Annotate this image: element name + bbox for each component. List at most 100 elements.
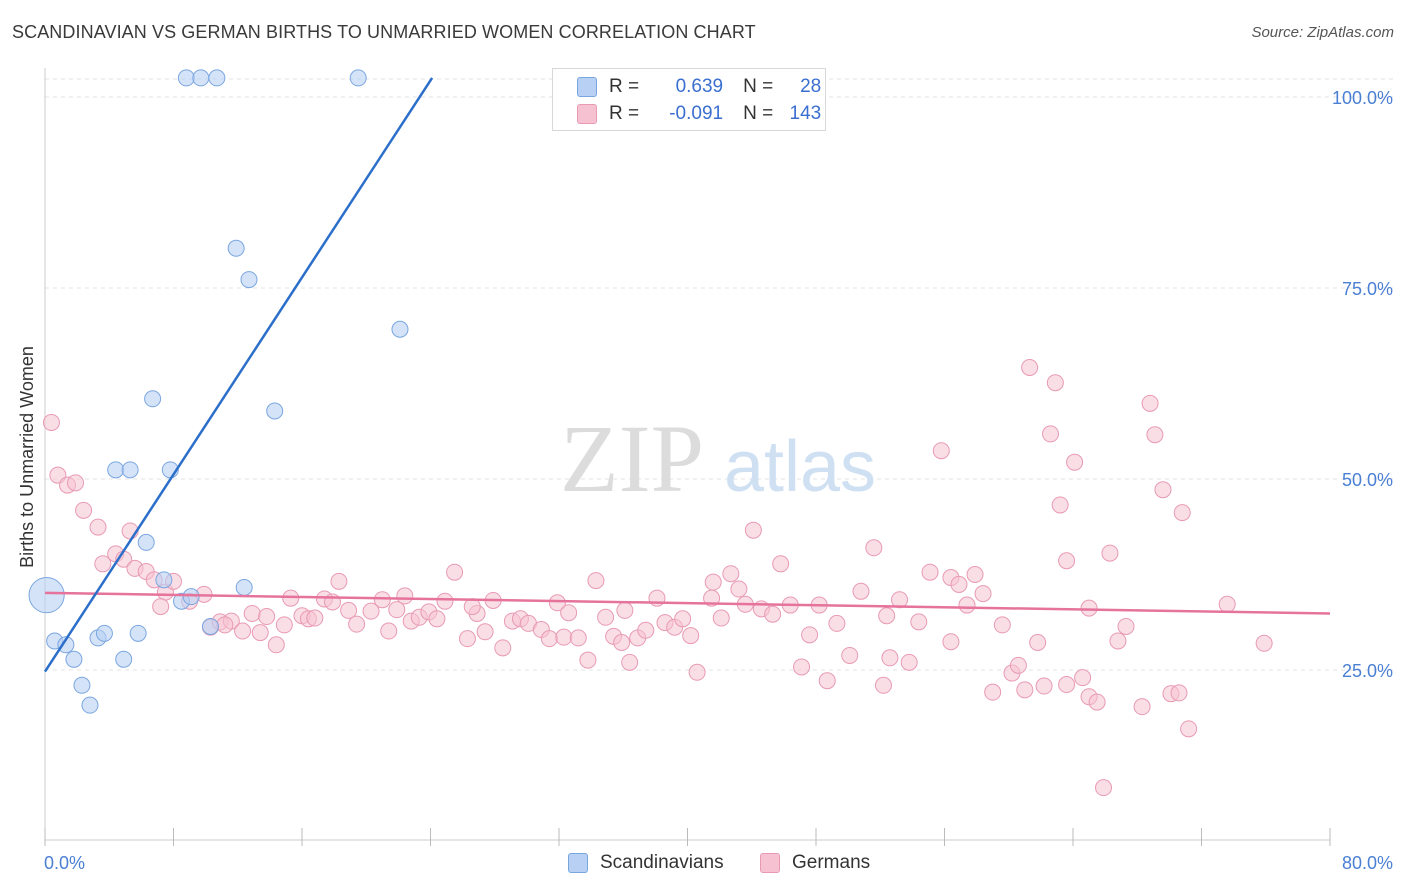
y-tick-label: 25.0% — [1342, 661, 1393, 681]
german-point — [932, 442, 950, 460]
scandinavian-point — [121, 461, 139, 479]
watermark-zip: ZIP — [560, 405, 704, 512]
german-point — [993, 616, 1011, 634]
tick-labels: 25.0% 50.0% 75.0% 100.0% 0.0% 80.0% — [44, 88, 1393, 873]
legend-r-value: 0.639 — [675, 76, 724, 97]
german-point — [874, 676, 892, 694]
german-point — [910, 613, 928, 631]
legend-label-scandinavians: Scandinavians — [600, 852, 724, 873]
german-point — [436, 592, 454, 610]
german-point — [1170, 684, 1188, 702]
legend-row-scandinavians: R = 0.639 N = 28 — [577, 74, 821, 100]
chart-source: Source: ZipAtlas.com — [1251, 24, 1394, 41]
german-point — [818, 672, 836, 690]
german-point — [616, 601, 634, 619]
german-point — [984, 683, 1002, 701]
german-point — [966, 566, 984, 583]
series-legend: Scandinavians Germans — [0, 852, 1406, 876]
legend-n-label: N = — [743, 103, 774, 124]
german-point — [1029, 633, 1047, 651]
watermark-atlas: atlas — [724, 427, 876, 507]
y-tick-label: 75.0% — [1342, 279, 1393, 299]
german-point — [942, 633, 960, 651]
german-point — [1154, 481, 1172, 499]
german-point — [555, 628, 573, 646]
german-point — [458, 630, 476, 648]
german-point — [494, 639, 512, 657]
swatch-germans — [760, 853, 780, 873]
scandinavian-point — [95, 624, 113, 642]
german-point — [793, 658, 811, 676]
german-point — [1066, 453, 1084, 471]
german-point — [428, 610, 446, 628]
german-point — [722, 565, 740, 583]
german-point — [548, 594, 566, 612]
scandinavian-point — [73, 676, 91, 694]
german-point — [258, 608, 276, 626]
watermark: ZIP atlas — [560, 405, 876, 512]
scandinavian-point — [227, 239, 245, 257]
german-point — [744, 521, 762, 539]
german-point — [243, 604, 261, 622]
legend-item-germans[interactable]: Germans — [760, 852, 870, 874]
axes — [44, 68, 1331, 846]
german-point — [388, 601, 406, 619]
german-point — [1016, 681, 1034, 699]
legend-r-label: R = — [609, 76, 640, 97]
german-point — [597, 608, 615, 626]
y-axis-label: Births to Unmarried Women — [17, 346, 37, 568]
scandinavian-point — [177, 69, 195, 87]
scandinavian-point — [115, 650, 133, 668]
legend-n-value: 28 — [800, 76, 822, 97]
german-point — [348, 615, 366, 633]
german-point — [1035, 677, 1053, 695]
german-point — [446, 563, 464, 581]
german-point — [621, 653, 639, 671]
german-point — [1074, 669, 1092, 687]
scandinavian-point — [208, 69, 226, 87]
chart-title: SCANDINAVIAN VS GERMAN BIRTHS TO UNMARRI… — [12, 22, 756, 42]
german-point — [42, 413, 60, 431]
german-point — [764, 605, 782, 623]
german-point — [1042, 425, 1060, 443]
scandinavian-point — [391, 320, 409, 338]
y-tick-label: 100.0% — [1332, 88, 1393, 108]
legend-label-germans: Germans — [792, 852, 871, 873]
scandinavian-point — [28, 577, 65, 614]
german-point — [637, 621, 655, 639]
german-point — [712, 609, 730, 627]
scandinavian-points — [28, 69, 409, 714]
german-point — [587, 572, 605, 590]
german-point — [380, 622, 398, 640]
german-point — [396, 587, 414, 605]
scandinavian-point — [107, 461, 125, 479]
legend-row-germans: R = -0.091 N = 143 — [577, 101, 821, 127]
scandinavian-point — [129, 624, 147, 642]
german-point — [476, 623, 494, 641]
legend-r-value: -0.091 — [669, 103, 724, 124]
scandinavian-point — [235, 578, 253, 596]
german-point — [1080, 599, 1098, 617]
german-point — [958, 596, 976, 614]
y-tick-label: 50.0% — [1342, 470, 1393, 490]
german-point — [306, 609, 324, 627]
german-point — [674, 610, 692, 628]
legend-swatch-scandinavians — [577, 77, 597, 97]
scandinavian-point — [57, 636, 75, 654]
german-point — [865, 539, 883, 557]
trend-lines — [43, 77, 1331, 673]
german-point — [340, 601, 358, 619]
german-point — [373, 591, 391, 609]
german-point — [1058, 552, 1076, 570]
legend-item-scandinavians[interactable]: Scandinavians — [568, 852, 724, 874]
german-point — [772, 555, 790, 573]
scandinavian-trend-line — [43, 77, 434, 673]
german-point — [1051, 496, 1069, 514]
scandinavian-point — [155, 571, 173, 589]
legend-r-label: R = — [609, 103, 640, 124]
german-point — [921, 563, 939, 581]
german-point — [950, 575, 968, 593]
german-point — [1009, 656, 1027, 674]
german-point — [275, 616, 293, 634]
